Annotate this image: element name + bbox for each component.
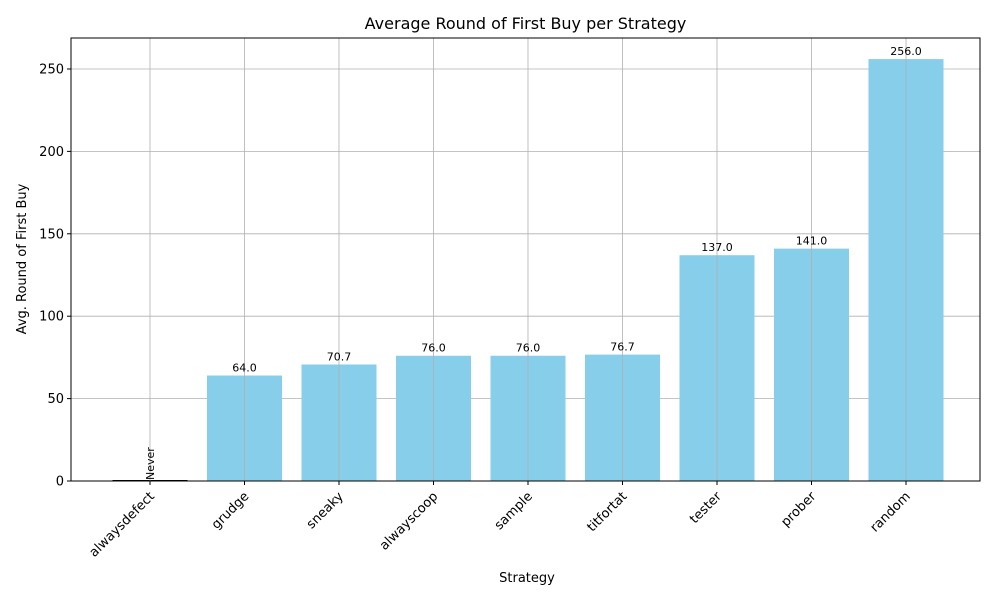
- data-label: 137.0: [701, 241, 733, 254]
- data-label: 70.7: [327, 350, 352, 363]
- data-label: 76.0: [421, 342, 446, 355]
- y-tick-label: 50: [47, 392, 64, 407]
- y-tick-label: 100: [39, 310, 64, 325]
- x-tick-label: tester: [687, 489, 725, 527]
- x-tick-label: random: [868, 489, 914, 535]
- data-labels: Never 64.0 70.7 76.0 76.0 76.7 137.0 141.0 256.0: [144, 45, 922, 480]
- data-label: 141.0: [796, 235, 828, 248]
- data-label: 256.0: [890, 45, 922, 58]
- y-tick-label: 0: [56, 475, 64, 490]
- x-tick-label: alwaysdefect: [87, 489, 158, 560]
- y-tick-label: 250: [39, 62, 64, 77]
- y-tick-label: 200: [39, 145, 64, 160]
- data-label: 64.0: [232, 362, 257, 375]
- y-tick-label: 150: [39, 227, 64, 242]
- x-tick-label: titfortat: [584, 489, 630, 535]
- x-axis-label: Strategy: [499, 571, 555, 586]
- x-tick-label: alwayscoop: [377, 489, 441, 553]
- x-tick-label: sneaky: [304, 489, 347, 532]
- chart-title: Average Round of First Buy per Strategy: [365, 14, 687, 33]
- x-tick-label: grudge: [209, 489, 252, 532]
- data-label: Never: [144, 447, 157, 480]
- data-label: 76.7: [610, 341, 635, 354]
- data-label: 76.0: [516, 342, 541, 355]
- x-gridlines-front: [149, 38, 907, 481]
- plot-frame: [70, 37, 981, 482]
- x-tick-label: sample: [492, 489, 536, 533]
- x-tick-label: prober: [778, 489, 819, 530]
- y-axis-label: Avg. Round of First Buy: [15, 183, 30, 334]
